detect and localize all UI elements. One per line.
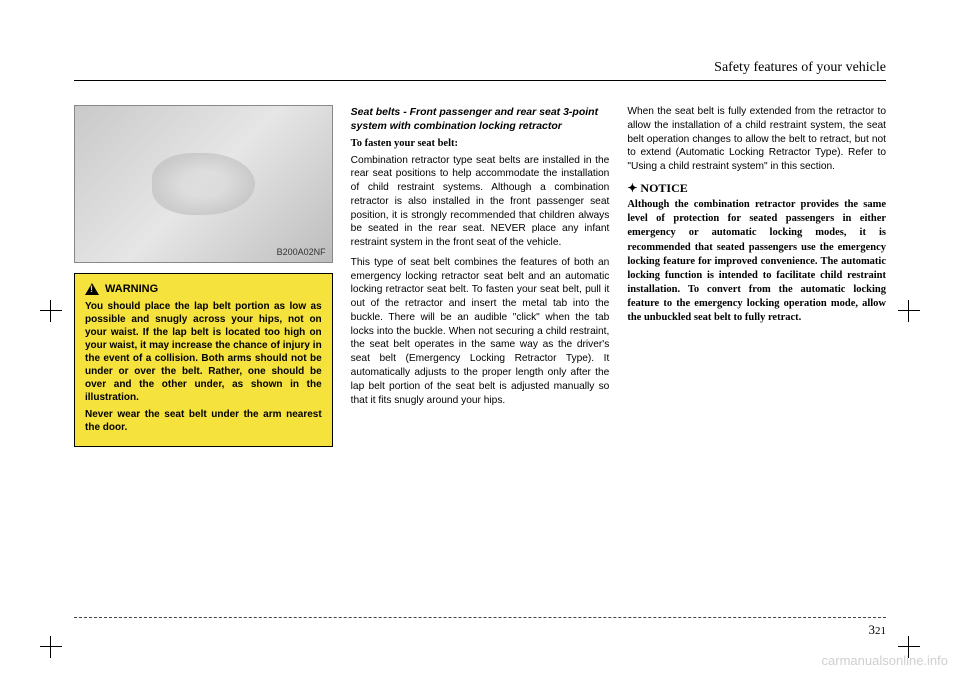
illustration-shape	[152, 153, 255, 215]
col2-p1: Combination retractor type seat belts ar…	[351, 154, 610, 250]
footer-divider	[74, 617, 886, 618]
col3-p1: When the seat belt is fully extended fro…	[627, 105, 886, 174]
warning-paragraph-1: You should place the lap belt portion as…	[85, 300, 322, 404]
col2-sub2: To fasten your seat belt:	[351, 137, 610, 151]
columns: B200A02NF WARNING You should place the l…	[74, 105, 886, 447]
col2-p2: This type of seat belt combines the feat…	[351, 256, 610, 407]
warning-heading: WARNING	[85, 282, 322, 296]
col2-subhead: Seat belts - Front passenger and rear se…	[351, 105, 610, 133]
warning-paragraph-2: Never wear the seat belt under the arm n…	[85, 408, 322, 434]
warning-box: WARNING You should place the lap belt po…	[74, 273, 333, 447]
column-2: Seat belts - Front passenger and rear se…	[351, 105, 610, 447]
notice-heading: ✦ NOTICE	[627, 180, 886, 196]
crop-mark-right	[898, 300, 920, 322]
page-number: 321	[869, 622, 887, 638]
crop-mark-bottom-left	[40, 636, 62, 658]
watermark: carmanualsonline.info	[822, 653, 948, 668]
page-num: 21	[875, 625, 886, 637]
crop-mark-left	[40, 300, 62, 322]
column-1: B200A02NF WARNING You should place the l…	[74, 105, 333, 447]
notice-body: Although the combination retractor provi…	[627, 198, 886, 326]
figure-label: B200A02NF	[277, 246, 326, 258]
section-title: Safety features of your vehicle	[74, 60, 886, 76]
page-content: Safety features of your vehicle B200A02N…	[74, 60, 886, 600]
header: Safety features of your vehicle	[74, 60, 886, 81]
warning-icon	[85, 283, 99, 295]
column-3: When the seat belt is fully extended fro…	[627, 105, 886, 447]
seatbelt-illustration: B200A02NF	[74, 105, 333, 263]
warning-heading-text: WARNING	[105, 282, 158, 296]
